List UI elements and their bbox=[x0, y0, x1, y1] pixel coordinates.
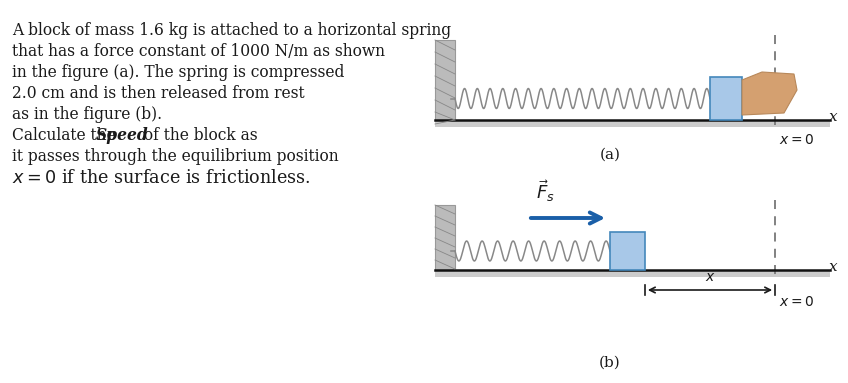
Text: it passes through the equilibrium position: it passes through the equilibrium positi… bbox=[12, 148, 338, 165]
Text: Calculate the: Calculate the bbox=[12, 127, 120, 144]
Bar bbox=[435, 270, 830, 277]
Text: as in the figure (b).: as in the figure (b). bbox=[12, 106, 162, 123]
Text: $x = 0$ if the surface is frictionless.: $x = 0$ if the surface is frictionless. bbox=[12, 169, 310, 187]
Bar bbox=[435, 40, 455, 120]
Text: 2.0 cm and is then released from rest: 2.0 cm and is then released from rest bbox=[12, 85, 304, 102]
Text: $x = 0$: $x = 0$ bbox=[779, 295, 814, 309]
Bar bbox=[610, 232, 645, 270]
Text: $x = 0$: $x = 0$ bbox=[779, 133, 814, 147]
Bar bbox=[435, 205, 455, 270]
Text: that has a force constant of 1000 N/m as shown: that has a force constant of 1000 N/m as… bbox=[12, 43, 385, 60]
Text: x: x bbox=[828, 260, 837, 274]
Text: $\vec{F}_s$: $\vec{F}_s$ bbox=[536, 178, 555, 204]
Text: of the block as: of the block as bbox=[139, 127, 258, 144]
Bar bbox=[435, 120, 830, 127]
Text: x: x bbox=[828, 110, 837, 124]
Text: in the figure (a). The spring is compressed: in the figure (a). The spring is compres… bbox=[12, 64, 344, 81]
Bar bbox=[710, 77, 742, 120]
Text: A block of mass 1.6 kg is attached to a horizontal spring: A block of mass 1.6 kg is attached to a … bbox=[12, 22, 451, 39]
Text: Speed: Speed bbox=[96, 127, 148, 144]
Text: (a): (a) bbox=[600, 148, 621, 162]
Text: (b): (b) bbox=[600, 356, 621, 370]
Polygon shape bbox=[742, 72, 797, 115]
Text: $x$: $x$ bbox=[705, 270, 716, 284]
